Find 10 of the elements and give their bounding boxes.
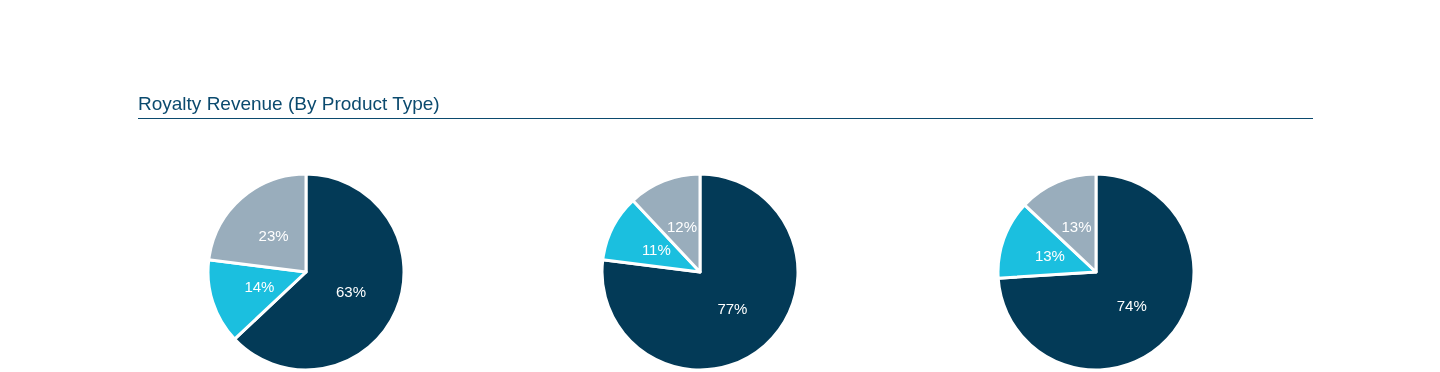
data-label: 12%	[666, 217, 697, 235]
data-label: 63%	[335, 282, 366, 300]
data-label: 14%	[244, 278, 275, 296]
data-label: 11%	[641, 241, 671, 258]
data-label: 13%	[1034, 246, 1065, 264]
data-label: 74%	[1116, 296, 1147, 314]
chart-title: Royalty Revenue (By Product Type)	[138, 93, 440, 114]
data-label: 13%	[1061, 218, 1092, 236]
data-label: 23%	[258, 226, 289, 244]
data-label: 77%	[717, 300, 748, 318]
